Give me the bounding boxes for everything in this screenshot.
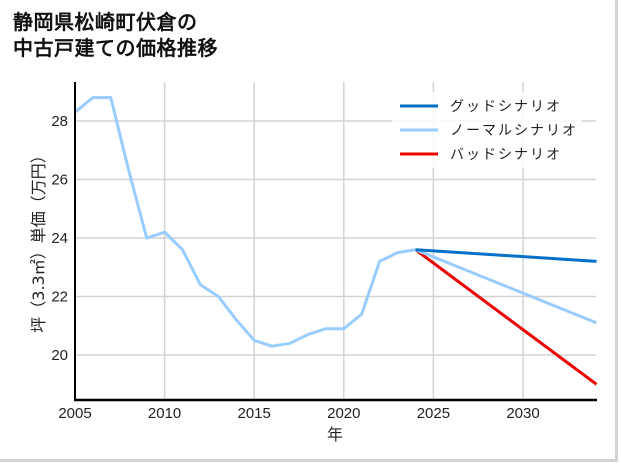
series-normal-forecast xyxy=(414,248,598,325)
y-tick-label: 22 xyxy=(51,289,68,306)
chart-title-line1: 静岡県松崎町伏倉の xyxy=(13,10,198,34)
y-tick-label: 28 xyxy=(51,113,68,130)
y-tick-label: 26 xyxy=(51,172,68,189)
x-tick-label: 2010 xyxy=(148,405,181,422)
y-tick-label: 24 xyxy=(51,230,68,247)
legend-item-good: グッドシナリオ xyxy=(400,99,562,115)
legend-label-good: グッドシナリオ xyxy=(450,99,562,115)
legend-item-bad: バッドシナリオ xyxy=(400,147,562,163)
x-tick-label: 2030 xyxy=(506,405,539,422)
x-tick-label: 2025 xyxy=(417,405,450,422)
x-axis-label: 年 xyxy=(327,425,343,444)
legend-label-normal: ノーマルシナリオ xyxy=(450,123,578,139)
data-series xyxy=(74,96,598,386)
y-axis-label: 坪（3.3㎡）単価（万円） xyxy=(29,147,48,332)
chart-title-line2: 中古戸建ての価格推移 xyxy=(13,36,218,60)
legend: グッドシナリオ ノーマルシナリオ バッドシナリオ xyxy=(392,92,582,168)
series-bad xyxy=(414,248,598,386)
x-tick-label: 2005 xyxy=(58,405,91,422)
x-tick-label: 2015 xyxy=(238,405,271,422)
y-tick-label: 20 xyxy=(51,347,68,364)
x-tick-labels: 2005 2010 2015 2020 2025 2030 xyxy=(58,405,539,422)
chart-title: 静岡県松崎町伏倉の 中古戸建ての価格推移 xyxy=(13,9,218,61)
axes xyxy=(74,82,597,402)
y-tick-labels: 20 22 24 26 28 xyxy=(51,113,68,364)
x-tick-label: 2020 xyxy=(327,405,360,422)
legend-label-bad: バッドシナリオ xyxy=(450,147,562,163)
series-historical xyxy=(74,96,416,348)
series-good xyxy=(415,248,597,263)
legend-item-normal: ノーマルシナリオ xyxy=(400,123,578,139)
